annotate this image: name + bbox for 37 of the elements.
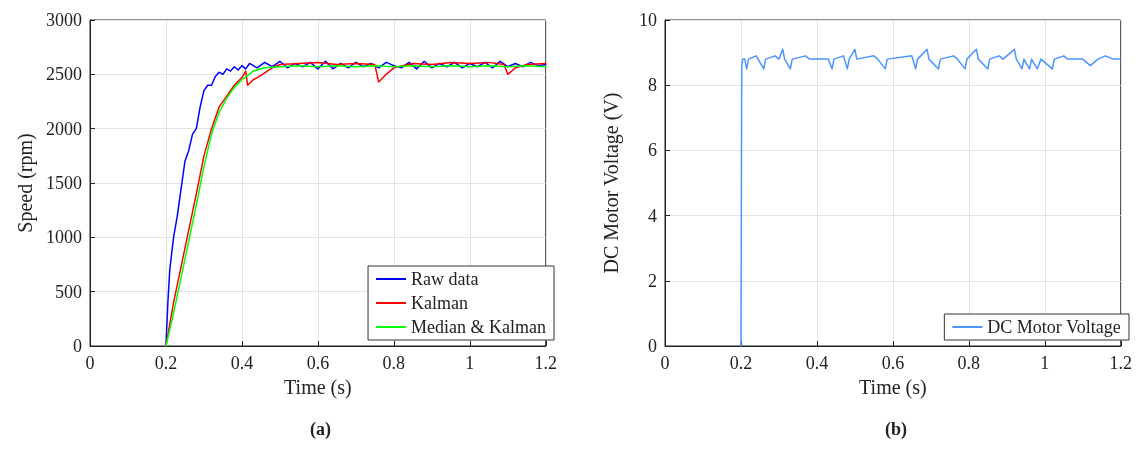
y-tick-label: 4 bbox=[648, 205, 657, 226]
line-series bbox=[740, 48, 1122, 347]
x-tick-label: 0.4 bbox=[230, 353, 254, 373]
x-axis-title: Time (s) bbox=[284, 375, 352, 399]
x-tick-label: 1 bbox=[465, 353, 475, 373]
legend-label: Kalman bbox=[411, 293, 469, 313]
y-axis-title: Speed (rpm) bbox=[14, 133, 38, 233]
x-tick-label: 0.6 bbox=[881, 353, 905, 373]
y-tick-label: 10 bbox=[639, 10, 657, 30]
y-tick-label: 2 bbox=[648, 270, 657, 291]
y-tick-label: 2500 bbox=[46, 64, 82, 85]
y-tick-label: 500 bbox=[55, 281, 82, 302]
y-tick-label: 0 bbox=[648, 336, 657, 356]
x-tick-label: 1 bbox=[1040, 353, 1050, 373]
x-tick-label: 1.2 bbox=[534, 353, 557, 373]
y-tick-label: 1000 bbox=[46, 227, 82, 248]
y-tick-label: 2000 bbox=[46, 118, 82, 139]
x-tick-label: 0.8 bbox=[957, 353, 981, 373]
y-tick-label: 8 bbox=[648, 75, 657, 96]
legend-label: Raw data bbox=[411, 269, 479, 289]
text: (a) bbox=[310, 419, 331, 440]
x-tick-label: 0.2 bbox=[154, 353, 178, 373]
y-axis-title: DC Motor Voltage (V) bbox=[600, 92, 623, 274]
y-tick-label: 3000 bbox=[46, 10, 82, 30]
y-tick-label: 0 bbox=[73, 336, 82, 356]
x-tick-label: 0.2 bbox=[729, 353, 753, 373]
legend-label: DC Motor Voltage bbox=[987, 317, 1121, 337]
text: (b) bbox=[885, 419, 907, 440]
x-axis-title: Time (s) bbox=[859, 375, 927, 399]
y-tick-label: 6 bbox=[648, 140, 657, 161]
legend-label: Median & Kalman bbox=[411, 317, 546, 337]
x-tick-label: 0.8 bbox=[382, 353, 406, 373]
x-tick-label: 0 bbox=[85, 353, 95, 373]
x-tick-label: 1.2 bbox=[1109, 353, 1132, 373]
x-tick-label: 0.4 bbox=[805, 353, 829, 373]
x-tick-label: 0.6 bbox=[306, 353, 330, 373]
y-tick-label: 1500 bbox=[46, 173, 82, 193]
